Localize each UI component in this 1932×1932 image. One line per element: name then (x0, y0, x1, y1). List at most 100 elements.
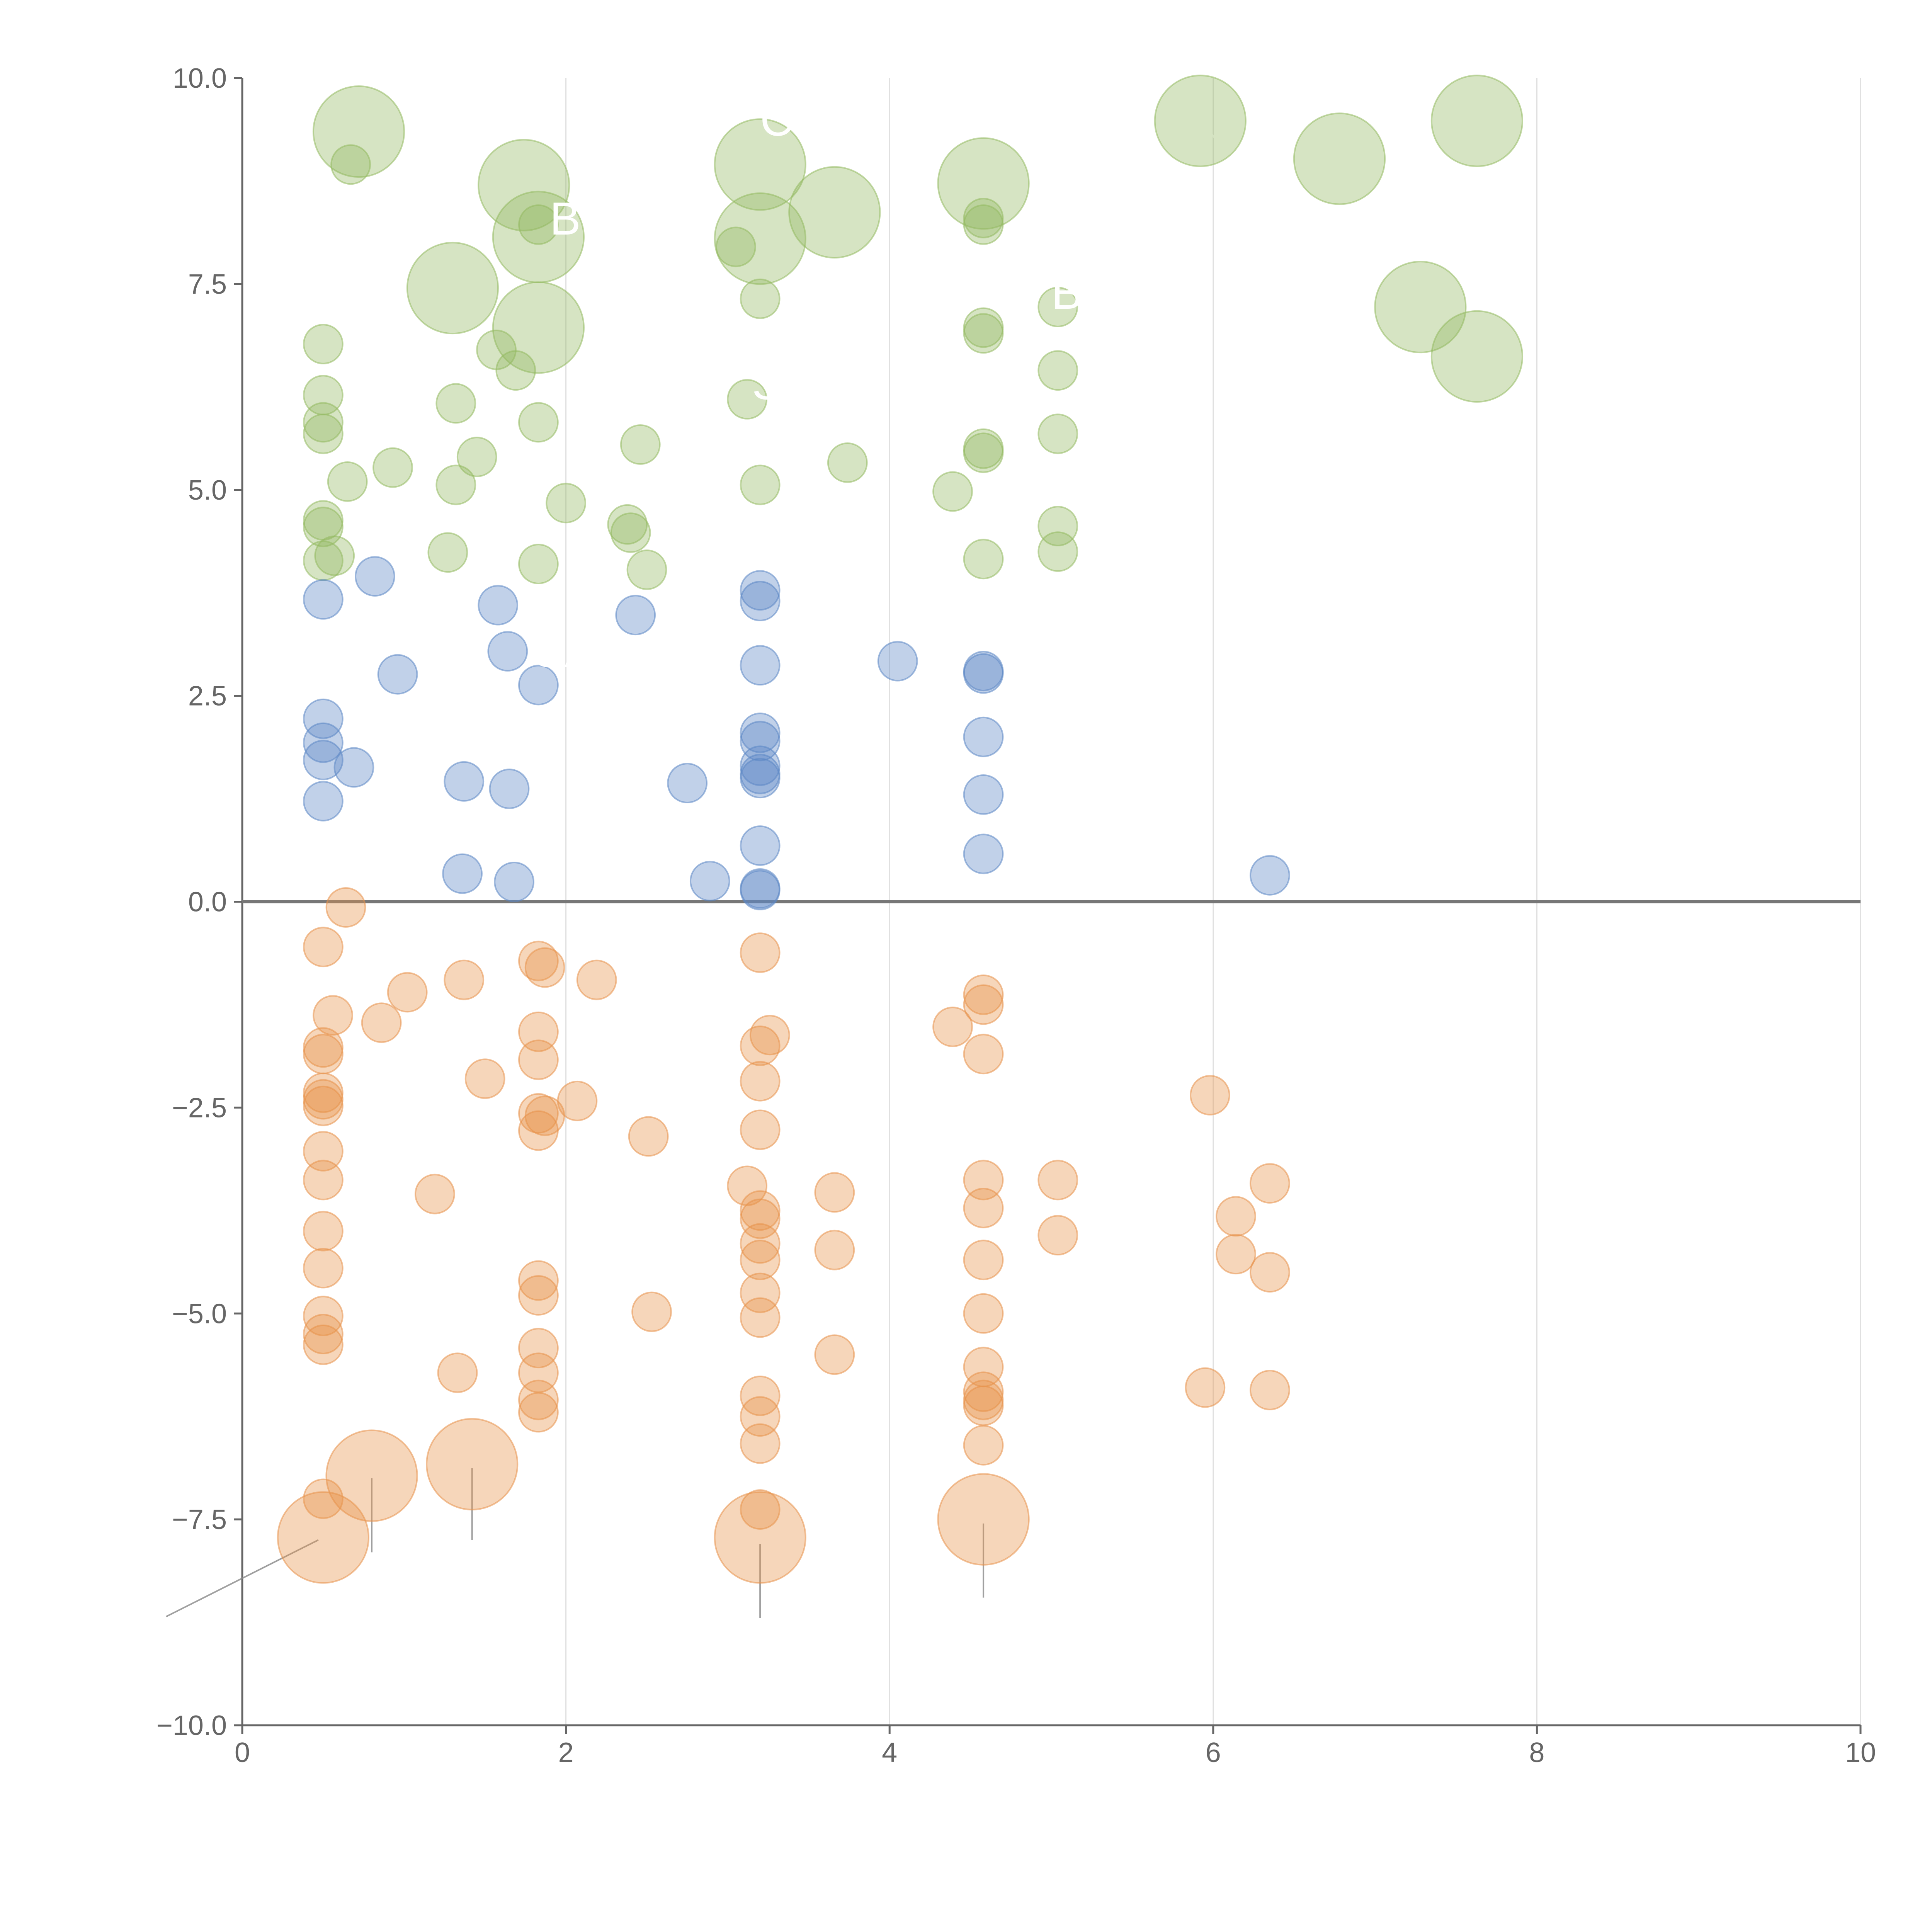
bubble (456, 437, 497, 477)
bubble (740, 1223, 781, 1264)
bubble (518, 1328, 559, 1369)
y-tick-label: 7.5 (188, 269, 227, 300)
x-tick-label: 4 (882, 1737, 897, 1768)
bubble (303, 1085, 344, 1126)
x-tick-label: 10 (1845, 1737, 1876, 1768)
bubble (620, 424, 661, 465)
bubble (788, 166, 881, 259)
bubble (963, 1379, 1004, 1420)
bubble (963, 313, 1004, 354)
leader-line (432, 292, 450, 318)
bubble (1037, 287, 1078, 327)
bubble (740, 1272, 781, 1313)
bubble (303, 1211, 344, 1252)
bubble (518, 1392, 559, 1433)
bubble-label: B (550, 193, 581, 245)
bubble (740, 278, 781, 319)
bubble (963, 1385, 1004, 1426)
x-tick-label: 6 (1206, 1737, 1221, 1768)
bubble (932, 471, 973, 512)
bubble (1037, 1160, 1078, 1201)
bubble (740, 570, 781, 611)
bubble (303, 324, 344, 364)
bubble (303, 1296, 344, 1337)
bubble (714, 192, 806, 285)
bubble-label: SA (534, 625, 595, 677)
bubble (303, 579, 344, 620)
bubble (312, 85, 405, 178)
bubble (963, 974, 1004, 1015)
bubble (377, 654, 418, 695)
bubble (487, 631, 528, 672)
bubble (478, 139, 570, 231)
bubble (740, 1109, 781, 1150)
y-tick-label: 2.5 (188, 681, 227, 712)
bubble (727, 379, 768, 420)
leader-line (166, 1539, 319, 1617)
bubble (518, 204, 559, 245)
bubble-label: CH (760, 94, 827, 146)
bubble (489, 769, 530, 809)
bubble (303, 1034, 344, 1075)
bubble (303, 927, 344, 968)
leader-line (840, 211, 871, 240)
bubble (740, 932, 781, 973)
bubble (740, 721, 781, 762)
bubble (406, 242, 499, 335)
bubble (303, 781, 344, 821)
bubble (740, 1376, 781, 1416)
bubble (327, 461, 368, 502)
bubble (740, 1026, 781, 1066)
bubble (963, 716, 1004, 757)
bubble (963, 1160, 1004, 1201)
bubble (932, 1007, 973, 1047)
bubble (689, 861, 730, 901)
bubbles (277, 75, 1524, 1584)
bubble (1430, 75, 1524, 167)
leader-line (1471, 356, 1478, 395)
bubble (303, 1248, 344, 1289)
bubble (740, 1240, 781, 1281)
bubble (437, 1352, 478, 1393)
bubble (333, 747, 374, 788)
bubble (740, 870, 781, 911)
bubble (303, 1324, 344, 1365)
bubble-labels: CH B B S SA (534, 94, 1082, 677)
bubble (740, 825, 781, 866)
y-tick-label: −10.0 (156, 1710, 227, 1741)
bubble (963, 653, 1004, 694)
bubble (557, 1080, 598, 1121)
x-tick-label: 2 (558, 1737, 574, 1768)
bubble (1037, 1215, 1078, 1256)
bubble (963, 1371, 1004, 1412)
bubble (1249, 855, 1290, 896)
bubble (1037, 413, 1078, 454)
leader-line (1403, 306, 1424, 330)
bubble (518, 402, 559, 443)
bubble (740, 1061, 781, 1102)
bubble (355, 556, 395, 597)
bubble (814, 1172, 855, 1213)
bubble (714, 1491, 806, 1584)
bubble (1185, 1367, 1226, 1408)
bubble (494, 861, 534, 902)
bubble (518, 940, 559, 981)
bubble (963, 307, 1004, 348)
bubble (518, 1260, 559, 1301)
bubble (740, 1423, 781, 1464)
bubble (478, 585, 519, 626)
bubble (1249, 1252, 1290, 1293)
bubble-label: S (752, 357, 783, 409)
bubble (444, 761, 485, 802)
bubble (740, 758, 781, 799)
bubble (435, 464, 476, 505)
bubble (715, 226, 756, 267)
bubble (303, 1131, 344, 1172)
bubble (740, 1190, 781, 1231)
leader-line (541, 329, 548, 359)
bubble (414, 1173, 455, 1214)
bubble (1216, 1234, 1256, 1275)
bubble (937, 137, 1030, 230)
bubble (303, 722, 344, 763)
bubble (714, 118, 806, 211)
